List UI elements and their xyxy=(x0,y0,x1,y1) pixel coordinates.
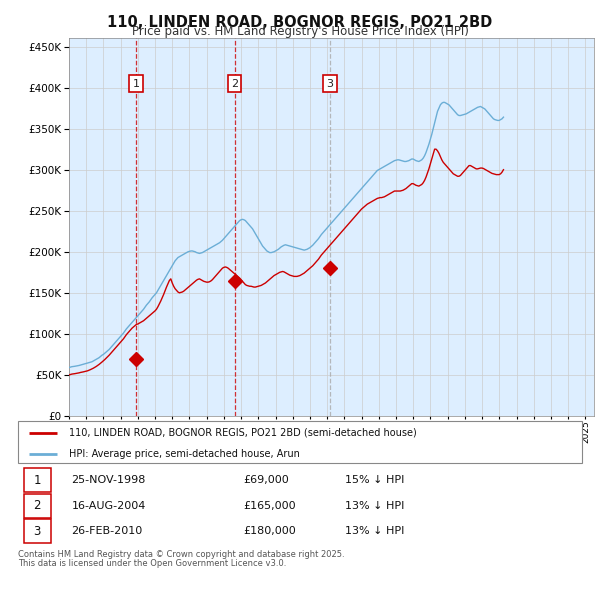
Text: This data is licensed under the Open Government Licence v3.0.: This data is licensed under the Open Gov… xyxy=(18,559,286,568)
Text: 13% ↓ HPI: 13% ↓ HPI xyxy=(345,501,404,511)
Text: Price paid vs. HM Land Registry's House Price Index (HPI): Price paid vs. HM Land Registry's House … xyxy=(131,25,469,38)
Text: 26-FEB-2010: 26-FEB-2010 xyxy=(71,526,143,536)
Text: 16-AUG-2004: 16-AUG-2004 xyxy=(71,501,146,511)
Text: HPI: Average price, semi-detached house, Arun: HPI: Average price, semi-detached house,… xyxy=(69,449,299,459)
Text: 15% ↓ HPI: 15% ↓ HPI xyxy=(345,476,404,486)
Text: 110, LINDEN ROAD, BOGNOR REGIS, PO21 2BD (semi-detached house): 110, LINDEN ROAD, BOGNOR REGIS, PO21 2BD… xyxy=(69,428,416,438)
Text: £69,000: £69,000 xyxy=(244,476,289,486)
FancyBboxPatch shape xyxy=(23,468,51,493)
Text: Contains HM Land Registry data © Crown copyright and database right 2025.: Contains HM Land Registry data © Crown c… xyxy=(18,550,344,559)
Text: 1: 1 xyxy=(133,78,140,88)
Text: 25-NOV-1998: 25-NOV-1998 xyxy=(71,476,146,486)
FancyBboxPatch shape xyxy=(23,494,51,518)
Text: 2: 2 xyxy=(34,499,41,513)
Text: 1: 1 xyxy=(34,474,41,487)
Text: 2: 2 xyxy=(231,78,238,88)
FancyBboxPatch shape xyxy=(18,421,582,463)
Text: 13% ↓ HPI: 13% ↓ HPI xyxy=(345,526,404,536)
Text: 110, LINDEN ROAD, BOGNOR REGIS, PO21 2BD: 110, LINDEN ROAD, BOGNOR REGIS, PO21 2BD xyxy=(107,15,493,30)
Text: 3: 3 xyxy=(326,78,333,88)
Text: 3: 3 xyxy=(34,525,41,538)
Text: £165,000: £165,000 xyxy=(244,501,296,511)
Text: £180,000: £180,000 xyxy=(244,526,296,536)
FancyBboxPatch shape xyxy=(23,519,51,543)
